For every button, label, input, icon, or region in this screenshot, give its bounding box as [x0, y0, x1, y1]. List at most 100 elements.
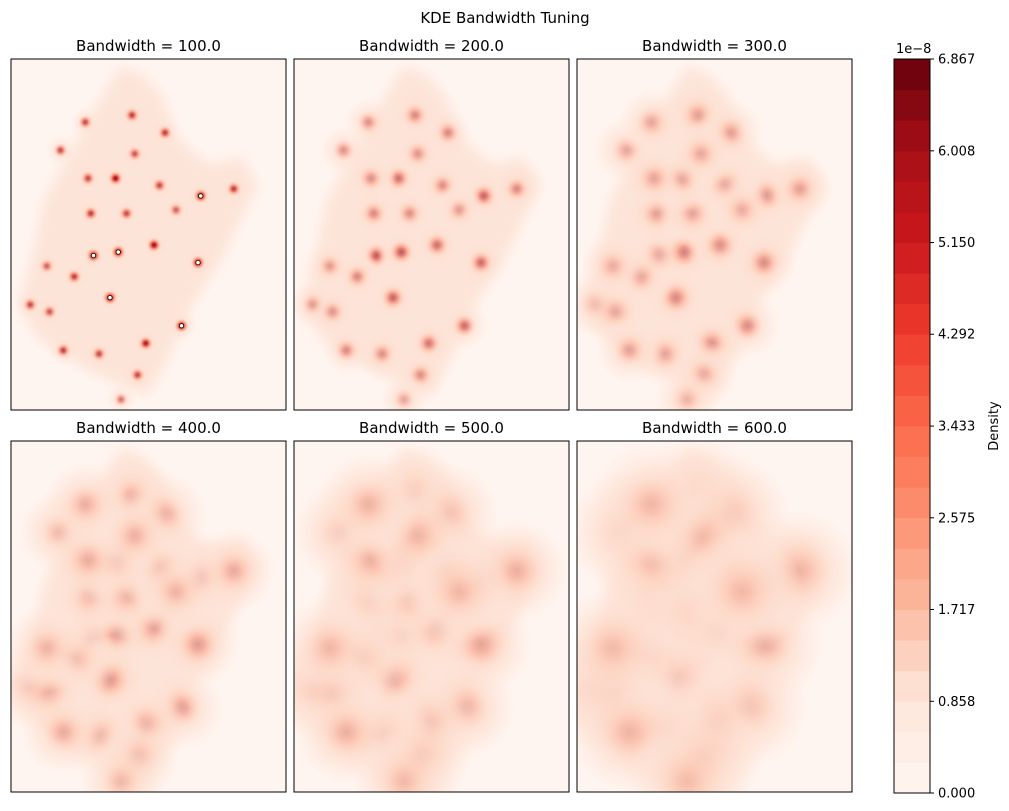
colorbar-level [894, 150, 930, 182]
colorbar-level [894, 731, 930, 763]
colorbar-tick-label: 3.433 [938, 420, 975, 435]
density-hotspot [406, 142, 430, 166]
density-hotspot [152, 178, 167, 193]
panel-title: Bandwidth = 100.0 [76, 37, 221, 55]
density-hotspot [658, 753, 716, 792]
density-hotspot [119, 206, 134, 221]
density-hotspot [138, 336, 153, 351]
density-hotspot [80, 171, 96, 186]
colorbar-tick-label: 5.150 [938, 236, 975, 251]
kde-panel-6: Bandwidth = 600.0 [576, 419, 853, 793]
density-hotspot [359, 166, 383, 190]
colorbar-level [894, 395, 930, 427]
density-hotspot [127, 146, 142, 161]
density-hotspot [685, 138, 717, 170]
density-hotspot [505, 177, 529, 201]
panel-frame [576, 440, 853, 793]
density-hotspot [43, 712, 84, 753]
density-hotspot [362, 202, 386, 225]
density-hotspot [157, 125, 173, 140]
colorbar-level [894, 120, 930, 152]
colorbar-label: Density [987, 401, 1002, 451]
density-hotspot [403, 103, 427, 127]
density-hotspot [671, 383, 703, 410]
kde-panel-5: Bandwidth = 500.0 [293, 419, 570, 793]
density-hotspot [56, 343, 71, 358]
density-hotspot [146, 237, 162, 253]
colorbar-level [894, 762, 930, 794]
density-hotspot [334, 338, 358, 362]
density-hotspot [344, 480, 393, 529]
density-hotspot [321, 300, 344, 324]
colorbar-level [894, 211, 930, 243]
density-hotspot [389, 240, 413, 264]
density-hotspot [447, 198, 471, 222]
panel-title: Bandwidth = 400.0 [76, 419, 221, 437]
density-hotspot [124, 107, 140, 123]
kde-panel-1: Bandwidth = 100.0 [10, 37, 287, 411]
density-hotspot [23, 297, 38, 312]
density-hotspot [305, 624, 354, 673]
density-hotspot [417, 331, 441, 355]
density-region [19, 66, 259, 396]
density-hotspot [435, 567, 483, 616]
colorbar-level [894, 273, 930, 305]
density-hotspot [469, 251, 493, 274]
density-hotspot [638, 162, 670, 194]
density-hotspot [322, 708, 371, 757]
colorbar-level [894, 59, 930, 91]
colorbar-level [894, 364, 930, 396]
density-peak-marker [198, 193, 204, 199]
density-hotspot [356, 110, 380, 134]
panel-title: Bandwidth = 500.0 [359, 419, 504, 437]
density-hotspot [130, 367, 145, 383]
panel-title: Bandwidth = 200.0 [359, 37, 504, 55]
colorbar-level [894, 426, 930, 458]
density-hotspot [425, 233, 449, 257]
density-peak-marker [90, 252, 97, 259]
colorbar-level [894, 487, 930, 519]
colorbar-level [894, 517, 930, 549]
density-hotspot [380, 757, 428, 792]
panel-frame [10, 58, 287, 411]
colorbar-tick-label: 6.008 [938, 144, 975, 159]
colorbar-level [894, 548, 930, 580]
colorbar: 0.000 0.858 1.717 2.575 3.433 4.292 5.150 6.008… [893, 42, 1002, 802]
density-hotspot [623, 475, 680, 533]
density-hotspot [381, 286, 405, 310]
density-hotspot [453, 314, 476, 338]
density-peak-marker [107, 295, 113, 301]
colorbar-level [894, 609, 930, 641]
density-peak-marker [115, 249, 121, 255]
density-peak-marker [178, 323, 185, 329]
panel-frame [576, 58, 853, 411]
density-hotspot [26, 628, 67, 668]
colorbar-level [894, 578, 930, 610]
density-hotspot [613, 334, 645, 366]
density-hotspot [332, 138, 355, 162]
density-hotspot [67, 269, 82, 284]
density-hotspot [78, 114, 93, 130]
density-hotspot [178, 624, 218, 665]
density-peak-marker [195, 259, 201, 266]
density-hotspot [108, 171, 123, 186]
figure-title: KDE Bandwidth Tuning [420, 9, 589, 27]
density-hotspot [83, 206, 98, 221]
colorbar-level [894, 89, 930, 121]
density-hotspot [168, 202, 184, 218]
colorbar-tick-label: 0.858 [938, 695, 975, 710]
colorbar-level [894, 640, 930, 672]
density-hotspot [114, 515, 155, 556]
density-hotspot [226, 181, 241, 197]
density-hotspot [65, 484, 106, 524]
panel-frame [293, 58, 570, 411]
colorbar-level [894, 181, 930, 213]
colorbar-tick-label: 0.000 [938, 787, 975, 802]
panel-title: Bandwidth = 600.0 [642, 419, 787, 437]
colorbar-tick-label: 2.575 [938, 511, 975, 526]
density-hotspot [436, 121, 460, 145]
panel-title: Bandwidth = 300.0 [642, 37, 787, 55]
panel-frame [10, 440, 287, 793]
density-hotspot [53, 143, 68, 158]
density-hotspot [597, 250, 629, 282]
